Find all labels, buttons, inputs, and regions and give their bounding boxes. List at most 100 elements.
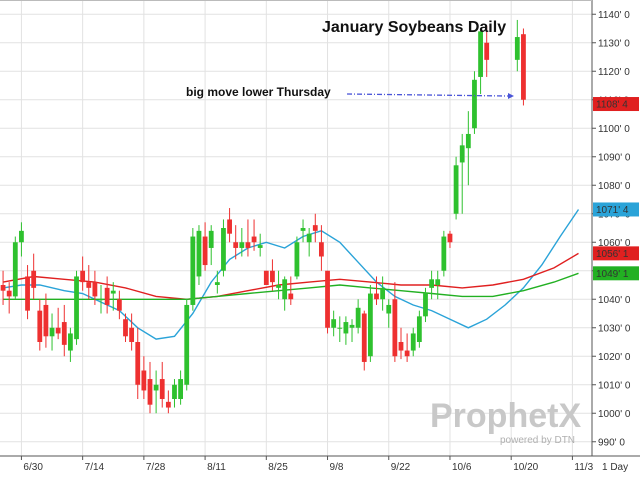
price-tag-label: 1108' 4 [596,100,628,111]
grid-lines [0,0,592,456]
candle [251,219,257,251]
candle-body [380,287,386,300]
candle [361,310,367,371]
candle-body [478,31,483,77]
candle-body [55,327,61,334]
x-tick-label: 8/25 [268,462,288,473]
candle [294,236,300,280]
y-tick-label: 1010' 0 [598,380,631,391]
candle-body [263,270,269,285]
y-tick-label: 1140' 0 [598,10,630,21]
candle-body [178,379,183,399]
candle-body [404,350,410,357]
candle-body [92,282,98,297]
candle [153,370,159,414]
candle [110,282,116,311]
candle-body [61,322,67,345]
candle [68,327,73,362]
candle [337,316,343,342]
x-tick-label: 6/30 [23,462,43,473]
price-tags: 1108' 4 1071' 4 1056' 1 1049' 1 [593,97,639,281]
candle-body [441,236,447,271]
candle [233,225,239,260]
candle-body [196,230,202,277]
axis-frame [0,0,640,457]
candle [98,285,104,314]
candle-body [257,245,263,248]
candle-body [153,384,159,391]
candle-body [319,242,324,257]
candle [343,316,349,345]
candle [123,313,128,342]
candle-body [361,313,367,362]
x-tick-label: 9/22 [391,462,411,473]
candle [104,276,110,314]
candle [6,282,12,314]
candle [270,259,275,291]
candle [227,208,232,243]
candle-body [429,279,435,288]
candle [92,270,98,305]
candle-body [325,270,330,328]
watermark-brand: ProphetX [430,397,581,435]
candle [472,71,477,134]
candle-body [129,327,135,342]
candle [147,361,153,414]
chart-title: January Soybeans Daily [322,19,506,36]
candle-body [447,233,453,243]
candle-body [349,324,355,328]
price-tag-label: 1071' 4 [596,205,629,216]
price-tag-box [593,202,639,217]
candle-body [172,384,177,399]
candle-body [276,285,281,288]
candle [190,228,196,311]
candle [159,361,165,408]
candle [374,276,379,305]
candle-body [110,290,116,294]
candle [392,282,398,362]
candle-body [31,270,37,288]
candle [239,228,245,257]
candle [514,19,520,72]
candle [521,28,526,106]
candle [459,133,465,214]
candle-body [300,228,306,231]
candle [61,304,67,357]
price-tag-label: 1056' 1 [596,249,629,260]
candle [404,333,410,362]
candle-body [331,319,337,328]
x-tick-label: 7/28 [146,462,166,473]
candle-body [98,299,104,301]
prophetx-watermark: ProphetX powered by DTN [430,397,581,446]
candle-body [453,165,459,214]
candle-body [337,327,343,329]
annotation-text: big move lower Thursday [186,85,331,99]
candle-body [233,242,239,248]
candle [49,313,55,351]
candle-body [288,293,294,300]
candle-body [68,333,73,351]
candle-body [416,316,422,342]
candle [484,25,490,77]
candle-body [116,299,122,311]
candle [380,276,386,311]
price-tag-box [593,266,639,281]
candle [165,390,171,414]
candle-body [227,219,232,234]
price-tag-box [593,246,639,261]
y-tick-label: 1040' 0 [598,295,631,306]
candle-body [251,236,257,243]
candle-body [282,279,288,300]
candle-body [472,79,477,129]
y-tick-label: 1090' 0 [598,152,631,163]
candle [355,299,361,334]
candle [12,236,18,300]
candle-body [43,304,49,337]
candle [178,370,183,405]
candle [172,379,177,408]
candle [221,219,226,277]
price-tag: 1049' 1 [593,266,639,281]
moving-average-line [2,209,580,340]
candle-body [374,293,379,300]
candle [331,310,337,337]
